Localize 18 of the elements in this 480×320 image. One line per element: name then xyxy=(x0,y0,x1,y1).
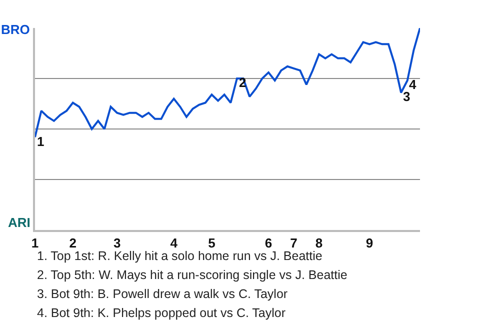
text: 4. Bot 9th: K. Phelps popped out vs C. Taylor xyxy=(37,306,286,320)
text: 1. Top 1st: R. Kelly hit a solo home run vs J. Beattie xyxy=(37,249,322,263)
x-tick-label: 5 xyxy=(208,235,216,250)
x-tick-label: 3 xyxy=(113,235,121,250)
x-tick-label: 6 xyxy=(264,235,272,250)
x-tick-label: 2 xyxy=(69,235,76,250)
x-tick-label: 1 xyxy=(31,235,39,250)
text: 2. Top 5th: W. Mays hit a run-scoring single vs J. Beattie xyxy=(37,268,348,282)
text: ARI xyxy=(8,215,30,230)
annotation: 4 xyxy=(409,77,417,92)
text: BRO xyxy=(1,22,30,37)
x-tick-label: 9 xyxy=(366,235,374,250)
annotation: 3 xyxy=(403,89,410,104)
x-tick-label: 4 xyxy=(170,235,178,250)
x-tick-label: 8 xyxy=(315,235,323,250)
text: 3. Bot 9th: B. Powell drew a walk vs C. Taylor xyxy=(37,287,288,301)
x-tick-label: 7 xyxy=(290,235,298,250)
annotation: 1 xyxy=(37,134,44,149)
